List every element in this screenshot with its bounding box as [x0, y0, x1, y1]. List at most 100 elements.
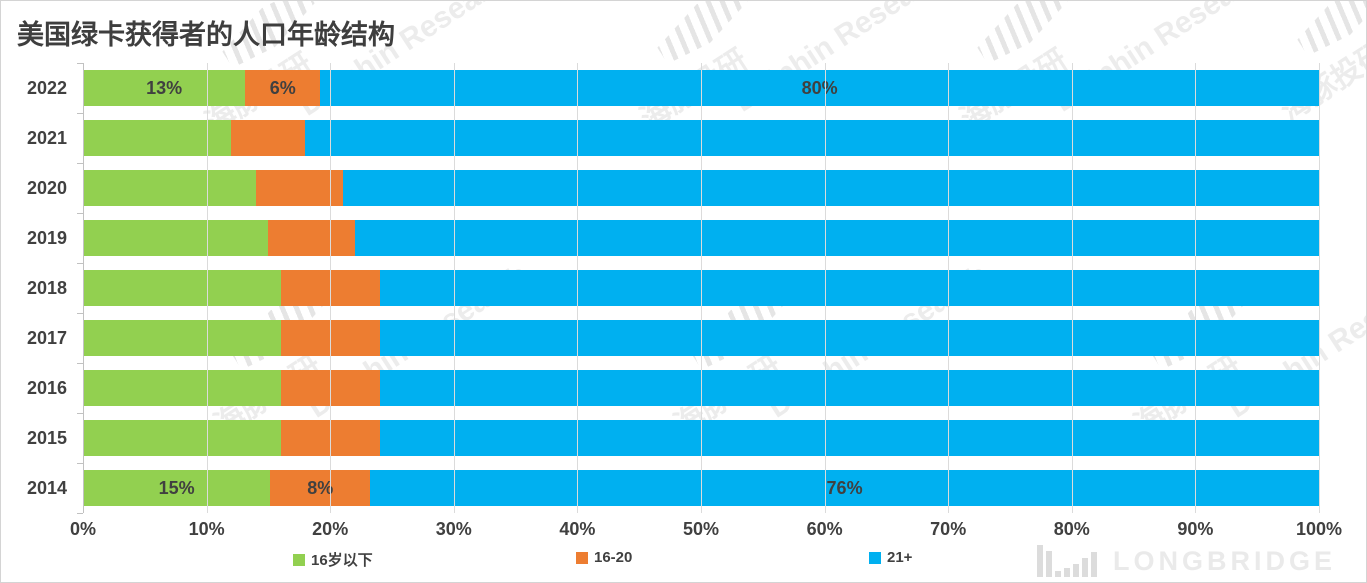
- data-label: 13%: [146, 77, 183, 98]
- y-axis-line: [83, 63, 84, 513]
- x-axis-label: 100%: [1295, 519, 1343, 539]
- gridline: [206, 63, 208, 513]
- legend-swatch-icon: [576, 551, 588, 564]
- legend-label: 16-20: [594, 549, 633, 566]
- longbridge-brand-text: LONGBRIDGE: [1112, 546, 1336, 576]
- bar-segment-16-20-2021: [231, 120, 306, 156]
- y-axis-label: 2019: [26, 228, 67, 248]
- longbridge-watermark: LONGBRIDGE: [1036, 543, 1336, 577]
- y-axis-label: 2022: [26, 78, 67, 98]
- bar-segment-16岁以下-2017: [83, 320, 281, 356]
- bar-segment-16岁以下-2015: [83, 420, 281, 456]
- bar-segment-21+-2019: [354, 220, 1319, 256]
- logo-bar: [1090, 552, 1097, 577]
- gridline: [330, 63, 332, 513]
- bar-row-2014: 15% 8% 76%: [83, 463, 1319, 513]
- x-axis-label: 90%: [1177, 519, 1214, 539]
- logo-bar: [1036, 545, 1043, 577]
- x-axis-label: 20%: [312, 519, 349, 539]
- bar-segment-16-20-2019: [268, 220, 355, 256]
- legend-item-16-20: 16-20: [576, 549, 632, 566]
- gridline: [824, 63, 826, 513]
- bar-row-2022: 13% 6% 80%: [83, 63, 1319, 113]
- y-axis-label: 2018: [26, 278, 67, 298]
- data-label: 8%: [307, 477, 334, 498]
- data-label: 15%: [158, 477, 195, 498]
- bar-row-2019: [83, 213, 1319, 263]
- x-axis-label: 80%: [1053, 519, 1090, 539]
- bar-segment-16-20-2014: 8%: [270, 470, 371, 506]
- logo-bar: [1072, 564, 1079, 577]
- y-axis-label: 2015: [26, 428, 67, 448]
- bar-segment-16岁以下-2014: 15%: [83, 470, 271, 506]
- logo-bar: [1045, 551, 1052, 577]
- axis-tick: [77, 163, 83, 164]
- gridline: [1195, 63, 1197, 513]
- watermark-hatch-icon: [649, 0, 758, 69]
- gridline: [577, 63, 579, 513]
- bar-segment-21+-2021: [305, 120, 1319, 156]
- gridline: [701, 63, 702, 513]
- bar-segment-21+-2016: [379, 370, 1319, 406]
- bar-segment-16岁以下-2021: [83, 120, 232, 156]
- watermark-hatch-icon: [1289, 0, 1367, 61]
- axis-tick: [77, 313, 83, 314]
- bar-segment-16岁以下-2016: [83, 370, 281, 406]
- bar-row-2020: [83, 163, 1319, 213]
- bar-segment-16-20-2020: [256, 170, 343, 206]
- bar-segment-21+-2018: [379, 270, 1319, 306]
- x-axis-label: 40%: [559, 519, 596, 539]
- y-axis-label: 2016: [26, 378, 67, 398]
- logo-bar: [1063, 568, 1070, 577]
- bar-segment-21+-2014: 76%: [370, 470, 1319, 506]
- gridline: [453, 63, 455, 513]
- bar-segment-16岁以下-2018: [83, 270, 281, 306]
- bar-row-2016: [83, 363, 1319, 413]
- axis-tick: [77, 263, 83, 264]
- gridline: [1071, 63, 1073, 513]
- bar-segment-21+-2015: [379, 420, 1319, 456]
- legend-label: 16岁以下: [311, 552, 373, 569]
- x-axis-label: 50%: [682, 519, 720, 539]
- bar-segment-21+-2017: [379, 320, 1319, 356]
- x-axis-label: 70%: [930, 519, 967, 539]
- chart-title: 美国绿卡获得者的人口年龄结构: [17, 20, 395, 50]
- longbridge-logo-icon: [1036, 543, 1097, 577]
- y-axis-label: 2021: [26, 128, 67, 148]
- y-axis-label: 2020: [26, 178, 67, 198]
- y-axis-label: 2017: [26, 328, 67, 348]
- data-label: 76%: [826, 477, 863, 498]
- axis-tick: [77, 413, 83, 414]
- x-axis-label: 10%: [188, 519, 225, 539]
- gridline: [1319, 63, 1320, 513]
- axis-tick: [77, 63, 83, 64]
- legend-swatch-icon: [293, 553, 305, 566]
- x-axis-label: 60%: [806, 519, 843, 539]
- x-axis-label: 30%: [435, 519, 472, 539]
- y-axis-label: 2014: [26, 478, 67, 498]
- logo-bar: [1054, 571, 1061, 577]
- axis-tick: [77, 513, 83, 514]
- legend-swatch-icon: [869, 551, 881, 564]
- legend-label: 21+: [887, 549, 913, 566]
- data-label: 6%: [269, 77, 296, 98]
- legend: 16岁以下 16-20 21+: [1, 549, 1366, 573]
- plot-area: 13% 6% 80% 15% 8% 76% 0% 10% 20% 30% 40% 50% 60% 70%…: [70, 63, 1342, 539]
- axis-tick: [77, 113, 83, 114]
- axis-tick: [77, 463, 83, 464]
- data-label: 80%: [801, 77, 838, 98]
- bar-rows: 13% 6% 80% 15% 8% 76%: [83, 63, 1319, 513]
- watermark-hatch-icon: [969, 0, 1078, 69]
- logo-bar: [1081, 558, 1088, 577]
- bar-segment-21+-2020: [342, 170, 1319, 206]
- axis-tick: [77, 213, 83, 214]
- x-axis-label: 0%: [69, 519, 97, 539]
- bar-segment-16-20-2022: 6%: [245, 70, 321, 106]
- y-axis-labels: 2022 2021 2020 2019 2018 2017 2016 2015 2014: [1, 63, 67, 513]
- bar-segment-16岁以下-2020: [83, 170, 257, 206]
- axis-tick: [77, 363, 83, 364]
- legend-item-16岁以下: 16岁以下: [293, 549, 373, 570]
- bar-segment-16岁以下-2022: 13%: [83, 70, 246, 106]
- bar-segment-21+-2022: 80%: [320, 70, 1319, 106]
